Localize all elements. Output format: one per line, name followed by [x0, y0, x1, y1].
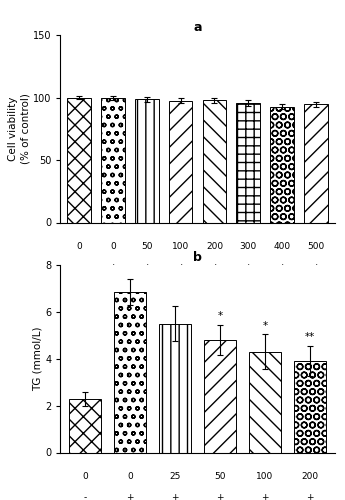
Text: +: +	[211, 263, 218, 272]
Text: +: +	[109, 263, 117, 272]
Text: +: +	[143, 263, 150, 272]
Bar	[203, 100, 226, 222]
Bar	[304, 104, 328, 222]
Text: 0: 0	[82, 472, 88, 482]
Bar	[67, 98, 91, 222]
Bar	[204, 340, 236, 452]
Text: 100: 100	[256, 472, 274, 482]
Bar	[270, 107, 294, 222]
Bar	[135, 100, 159, 222]
Text: +: +	[245, 263, 252, 272]
Bar	[294, 361, 326, 452]
Text: 50: 50	[141, 242, 152, 252]
Text: **: **	[305, 332, 315, 342]
Text: +: +	[278, 263, 286, 272]
Bar	[69, 398, 101, 452]
Text: 50: 50	[214, 472, 226, 482]
Bar	[249, 352, 281, 452]
Text: 0: 0	[110, 242, 116, 252]
Text: +: +	[177, 263, 184, 272]
Text: 25: 25	[169, 472, 181, 482]
Bar	[159, 324, 191, 452]
Text: +: +	[306, 493, 314, 500]
Text: -: -	[83, 493, 87, 500]
Text: +: +	[171, 493, 179, 500]
Text: 300: 300	[240, 242, 257, 252]
Y-axis label: TG (mmol/L): TG (mmol/L)	[32, 326, 42, 391]
Title: a: a	[193, 21, 202, 34]
Bar	[169, 100, 193, 222]
Text: 0: 0	[127, 472, 133, 482]
Text: 400: 400	[274, 242, 291, 252]
Text: +: +	[312, 263, 320, 272]
Text: 100: 100	[172, 242, 189, 252]
Text: +: +	[216, 493, 224, 500]
Text: +: +	[126, 493, 134, 500]
Title: b: b	[193, 251, 202, 264]
Text: 200: 200	[206, 242, 223, 252]
Bar	[236, 103, 260, 222]
Y-axis label: Cell viability
(% of control): Cell viability (% of control)	[9, 94, 30, 164]
Bar	[101, 98, 125, 222]
Text: *: *	[263, 320, 267, 330]
Text: 200: 200	[302, 472, 318, 482]
Bar	[114, 292, 146, 452]
Text: -: -	[77, 263, 81, 272]
Text: 0: 0	[76, 242, 82, 252]
Text: *: *	[217, 311, 223, 322]
Text: +: +	[261, 493, 269, 500]
Text: 500: 500	[307, 242, 325, 252]
